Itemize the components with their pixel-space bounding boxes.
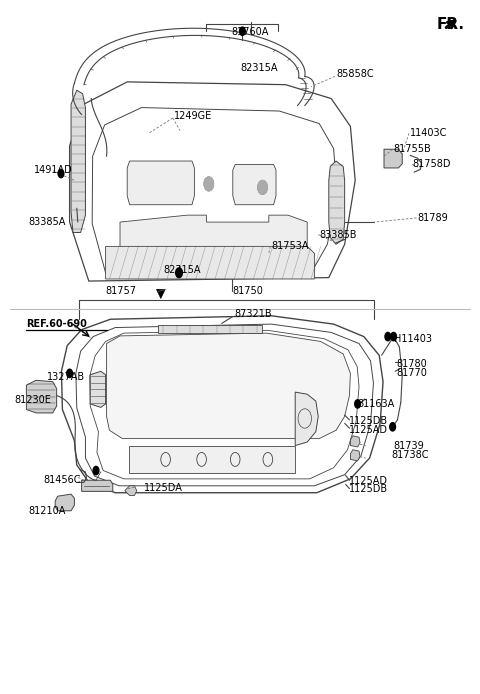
Text: H11403: H11403 xyxy=(394,335,432,344)
Polygon shape xyxy=(156,289,165,298)
Polygon shape xyxy=(384,149,402,168)
Text: 1491AD: 1491AD xyxy=(34,165,72,175)
Circle shape xyxy=(391,332,396,341)
Text: 81739: 81739 xyxy=(394,441,424,450)
Text: 81758D: 81758D xyxy=(413,160,451,169)
Text: 81456C: 81456C xyxy=(43,475,81,485)
Circle shape xyxy=(385,332,391,341)
Text: 1125AD: 1125AD xyxy=(349,476,388,486)
Text: 1125DB: 1125DB xyxy=(349,416,389,426)
Polygon shape xyxy=(90,371,106,407)
Polygon shape xyxy=(129,446,295,473)
Text: FR.: FR. xyxy=(437,17,465,32)
Polygon shape xyxy=(350,436,360,447)
Text: 81738C: 81738C xyxy=(391,450,429,460)
Polygon shape xyxy=(55,494,74,511)
Text: 81770: 81770 xyxy=(396,369,427,378)
Text: REF.60-690: REF.60-690 xyxy=(26,319,87,329)
Circle shape xyxy=(176,268,182,278)
Text: 81753A: 81753A xyxy=(271,242,309,251)
Polygon shape xyxy=(158,325,262,333)
Text: 81230E: 81230E xyxy=(14,396,51,405)
Text: 81163A: 81163A xyxy=(358,399,395,409)
Circle shape xyxy=(67,369,72,378)
Polygon shape xyxy=(125,486,137,496)
Text: 87321B: 87321B xyxy=(234,310,272,319)
Text: 1125DA: 1125DA xyxy=(144,483,183,493)
Text: 81789: 81789 xyxy=(418,213,448,223)
Circle shape xyxy=(355,400,360,408)
Polygon shape xyxy=(295,392,318,446)
Polygon shape xyxy=(106,246,314,279)
Text: 1125DB: 1125DB xyxy=(349,484,389,494)
Text: 81757: 81757 xyxy=(106,287,137,296)
Polygon shape xyxy=(233,164,276,205)
Polygon shape xyxy=(26,380,57,413)
Text: 83385B: 83385B xyxy=(319,230,357,239)
Polygon shape xyxy=(120,215,307,267)
Text: 81750: 81750 xyxy=(233,287,264,296)
Text: 81210A: 81210A xyxy=(29,506,66,516)
Text: 85858C: 85858C xyxy=(336,69,373,79)
Polygon shape xyxy=(329,161,345,244)
Circle shape xyxy=(58,169,64,178)
Text: 82315A: 82315A xyxy=(163,265,201,275)
Polygon shape xyxy=(350,450,360,461)
Circle shape xyxy=(204,177,214,191)
Polygon shape xyxy=(107,333,350,439)
Circle shape xyxy=(93,466,99,475)
Text: 81780: 81780 xyxy=(396,359,427,369)
Text: 81755B: 81755B xyxy=(394,144,432,153)
Text: 1125AD: 1125AD xyxy=(349,425,388,434)
Text: 11403C: 11403C xyxy=(410,128,448,137)
Polygon shape xyxy=(71,90,85,232)
Text: 83385A: 83385A xyxy=(29,217,66,227)
Circle shape xyxy=(258,180,267,194)
Text: 1327AB: 1327AB xyxy=(47,372,85,382)
Text: 81760A: 81760A xyxy=(231,27,268,37)
Text: 82315A: 82315A xyxy=(240,63,278,73)
Text: 1249GE: 1249GE xyxy=(174,111,212,121)
Circle shape xyxy=(390,423,396,431)
Polygon shape xyxy=(82,480,113,491)
Polygon shape xyxy=(127,161,194,205)
Circle shape xyxy=(240,27,245,35)
